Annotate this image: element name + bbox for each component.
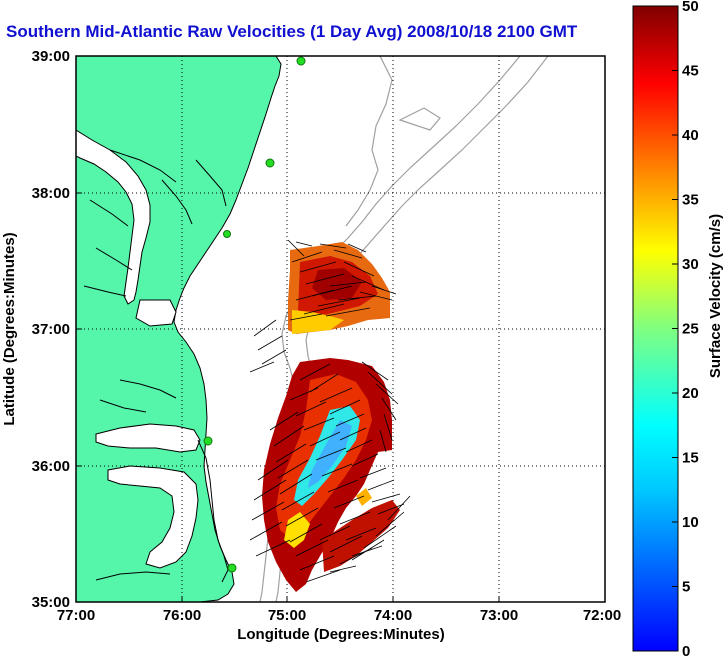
colorbar-tick-label: 40 <box>682 127 699 144</box>
radar-stations <box>203 56 306 573</box>
colorbar <box>632 5 679 652</box>
x-tick-label: 77:00 <box>57 607 95 624</box>
y-tick-label: 37:00 <box>32 321 70 338</box>
velocity-vectors <box>249 239 411 583</box>
colorbar-tick-label: 30 <box>682 256 699 273</box>
colorbar-tick-label: 50 <box>682 0 699 15</box>
x-tick-marks <box>75 596 606 602</box>
colorbar-tick-label: 35 <box>682 192 699 209</box>
colorbar-tick-marks <box>672 5 678 652</box>
map-title: Southern Mid-Atlantic Raw Velocities (1 … <box>6 22 578 41</box>
x-tick-label: 75:00 <box>268 607 306 624</box>
land-mass <box>76 56 282 602</box>
y-tick-label: 38:00 <box>32 185 70 202</box>
colorbar-tick-label: 15 <box>682 450 699 467</box>
colorbar-tick-label: 20 <box>682 385 699 402</box>
y-tick-label: 36:00 <box>32 458 70 475</box>
y-axis-label: Latitude (Degrees:Minutes) <box>1 232 18 425</box>
velocity-field-north <box>288 242 390 334</box>
x-axis-label: Longitude (Degrees:Minutes) <box>237 626 445 643</box>
x-tick-label: 74:00 <box>374 607 412 624</box>
y-tick-label: 35:00 <box>32 594 70 611</box>
y-tick-label: 39:00 <box>32 48 70 65</box>
colorbar-tick-label: 0 <box>682 643 690 659</box>
x-tick-label: 72:00 <box>583 607 621 624</box>
y-tick-marks <box>76 55 82 603</box>
colorbar-tick-label: 25 <box>682 321 699 338</box>
colorbar-tick-label: 45 <box>682 63 699 80</box>
x-tick-label: 73:00 <box>480 607 518 624</box>
colorbar-tick-label: 10 <box>682 514 699 531</box>
velocity-field-south <box>262 358 400 592</box>
x-tick-label: 76:00 <box>163 607 201 624</box>
colorbar-tick-label: 5 <box>682 579 690 596</box>
colorbar-label: Surface Velocity (cm/s) <box>707 214 724 378</box>
